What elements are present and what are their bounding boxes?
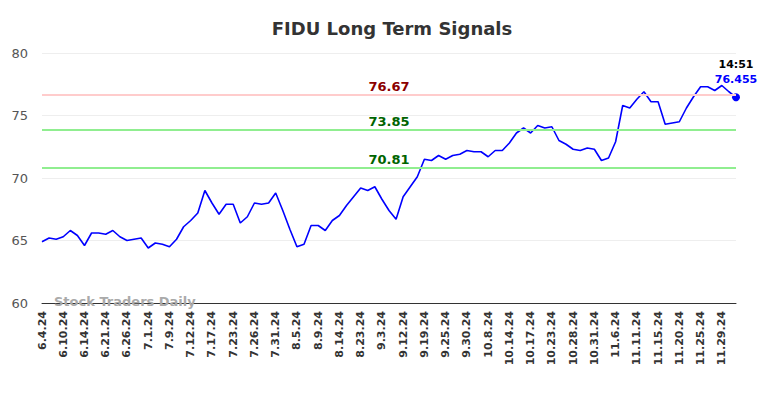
- svg-text:11.25.24: 11.25.24: [694, 311, 707, 366]
- svg-text:6.4.24: 6.4.24: [36, 311, 49, 350]
- svg-text:10.31.24: 10.31.24: [588, 311, 601, 366]
- svg-text:14:51: 14:51: [718, 58, 753, 71]
- svg-text:9.3.24: 9.3.24: [375, 311, 388, 350]
- svg-text:76.67: 76.67: [368, 79, 409, 94]
- svg-text:6.21.24: 6.21.24: [99, 311, 112, 358]
- svg-text:7.26.24: 7.26.24: [248, 311, 261, 358]
- svg-text:7.1.24: 7.1.24: [142, 311, 155, 350]
- svg-text:FIDU Long Term Signals: FIDU Long Term Signals: [272, 18, 512, 39]
- svg-text:10.17.24: 10.17.24: [524, 311, 537, 366]
- svg-text:76.455: 76.455: [715, 73, 757, 86]
- svg-text:8.14.24: 8.14.24: [333, 311, 346, 358]
- svg-text:60: 60: [11, 296, 28, 311]
- svg-text:70.81: 70.81: [368, 152, 409, 167]
- svg-text:11.20.24: 11.20.24: [673, 311, 686, 366]
- svg-text:10.28.24: 10.28.24: [567, 311, 580, 366]
- svg-text:10.14.24: 10.14.24: [503, 311, 516, 366]
- svg-text:9.25.24: 9.25.24: [439, 311, 452, 358]
- svg-text:7.31.24: 7.31.24: [269, 311, 282, 358]
- svg-text:8.9.24: 8.9.24: [312, 311, 325, 350]
- svg-text:7.17.24: 7.17.24: [205, 311, 218, 358]
- svg-text:10.23.24: 10.23.24: [545, 311, 558, 366]
- svg-text:73.85: 73.85: [368, 114, 409, 129]
- svg-text:10.8.24: 10.8.24: [482, 311, 495, 358]
- svg-text:11.6.24: 11.6.24: [609, 311, 622, 358]
- svg-text:70: 70: [11, 171, 28, 186]
- svg-text:7.12.24: 7.12.24: [184, 311, 197, 358]
- svg-text:6.26.24: 6.26.24: [120, 311, 133, 358]
- svg-text:6.10.24: 6.10.24: [57, 311, 70, 358]
- svg-text:9.30.24: 9.30.24: [460, 311, 473, 358]
- svg-text:8.23.24: 8.23.24: [354, 311, 367, 358]
- svg-text:7.9.24: 7.9.24: [163, 311, 176, 350]
- svg-text:9.12.24: 9.12.24: [397, 311, 410, 358]
- svg-text:11.29.24: 11.29.24: [715, 311, 728, 366]
- svg-text:Stock Traders Daily: Stock Traders Daily: [54, 294, 196, 309]
- svg-text:80: 80: [11, 46, 28, 61]
- svg-text:8.5.24: 8.5.24: [290, 311, 303, 350]
- svg-text:11.11.24: 11.11.24: [630, 311, 643, 366]
- svg-text:11.15.24: 11.15.24: [652, 311, 665, 366]
- svg-text:9.19.24: 9.19.24: [418, 311, 431, 358]
- svg-text:6.14.24: 6.14.24: [78, 311, 91, 358]
- svg-text:7.23.24: 7.23.24: [227, 311, 240, 358]
- svg-text:75: 75: [11, 108, 28, 123]
- svg-text:65: 65: [11, 233, 28, 248]
